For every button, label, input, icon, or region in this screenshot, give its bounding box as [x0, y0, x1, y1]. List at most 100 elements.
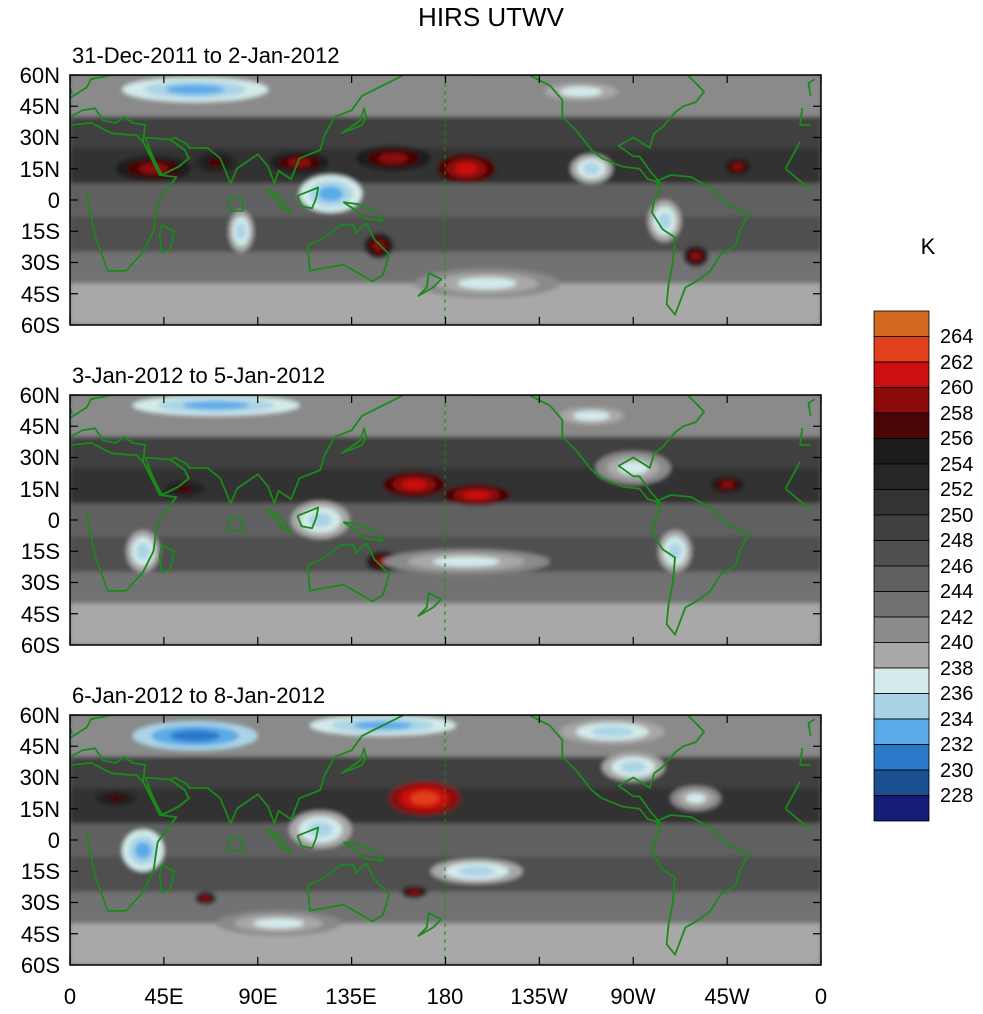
map-panel-1: 31-Dec-2011 to 2-Jan-2012 60N 45N 30N 15… [20, 43, 822, 338]
coastline-indonesia1 [267, 508, 292, 534]
panel-2-lat-labels: 60N 45N 30N 15N 0 15S 30S 45S 60S [20, 383, 60, 658]
lat-label-0: 0 [48, 508, 60, 533]
lat-label-60s: 60S [21, 953, 60, 978]
coastline-japan [340, 427, 368, 455]
lat-label-60n: 60N [20, 383, 60, 408]
coastline-borneo [296, 186, 320, 210]
lon-label-45w: 45W [704, 984, 749, 1009]
coastline-newguinea [342, 841, 384, 862]
colorbar-label-232: 232 [940, 734, 973, 756]
coastline-borneo [296, 506, 320, 530]
warm-feature [401, 479, 427, 490]
colorbar-swatch [873, 718, 930, 745]
colorbar-unit: K [921, 234, 936, 259]
lat-label-60n: 60N [20, 703, 60, 728]
coastline-africa [70, 442, 178, 592]
coastline-australia [306, 542, 391, 603]
moist-feature [236, 222, 247, 240]
lat-label-45n: 45N [20, 94, 60, 119]
moist-feature [583, 162, 600, 175]
lat-label-60n: 60N [20, 63, 60, 88]
panel-2-ticks [69, 394, 822, 646]
colorbar-label-264: 264 [940, 326, 973, 348]
coastline-indonesia1 [267, 188, 292, 214]
coastline-newguinea [342, 201, 384, 222]
warm-feature [107, 795, 125, 802]
moist-feature [308, 512, 333, 528]
coastline-indonesia1 [267, 828, 292, 854]
coastline-europe_asia [70, 75, 405, 185]
coastline-africa [784, 488, 812, 511]
colorbar-swatch [873, 336, 930, 363]
lat-label-60s: 60S [21, 313, 60, 338]
panel-3-lat-labels: 60N 45N 30N 15N 0 15S 30S 45S 60S [20, 703, 60, 978]
coastline-europe_asia [70, 395, 405, 505]
coastline-borneo [296, 826, 320, 850]
region-marker [227, 837, 244, 852]
lat-label-30n: 30N [20, 125, 60, 150]
lon-label-0: 0 [64, 984, 76, 1009]
coastline-europe_asia [799, 748, 804, 766]
moist-feature [136, 542, 150, 560]
coastline-japan [340, 747, 368, 775]
moist-feature [458, 866, 496, 877]
colorbar-label-250: 250 [940, 505, 973, 527]
colorbar-swatch [873, 616, 930, 643]
colorbar-label-244: 244 [940, 581, 973, 603]
colorbar-swatch [873, 438, 930, 465]
moist-feature [253, 918, 304, 929]
panel-1-ticks [69, 74, 822, 326]
moist-feature [182, 401, 250, 410]
panel-2-coastlines [70, 395, 816, 636]
lat-label-45n: 45N [20, 734, 60, 759]
lat-label-15s: 15S [21, 539, 60, 564]
colorbar-label-234: 234 [940, 709, 973, 731]
warm-feature [287, 158, 312, 167]
coastline-uk [807, 718, 816, 736]
lat-label-45s: 45S [21, 282, 60, 307]
lon-label-135w: 135W [510, 984, 568, 1009]
moist-feature [620, 761, 646, 773]
colorbar-swatch [873, 540, 930, 567]
colorbar-swatch [873, 744, 930, 771]
lat-label-15n: 15N [20, 477, 60, 502]
coastline-samerica [651, 174, 749, 316]
moist-feature [165, 84, 225, 95]
lat-label-15s: 15S [21, 859, 60, 884]
panel-1-field [70, 75, 821, 325]
panel-2-title: 3-Jan-2012 to 5-Jan-2012 [72, 363, 325, 388]
panel-3-field [70, 715, 821, 965]
colorbar-swatch [873, 514, 930, 541]
coastline-africa [70, 762, 178, 912]
colorbar-swatch [873, 463, 930, 490]
coastline-japan [340, 107, 368, 135]
coastline-samerica [651, 814, 749, 956]
colorbar-swatches [873, 310, 930, 822]
colorbar-label-240: 240 [940, 632, 973, 654]
colorbar-swatch [873, 795, 930, 822]
coastline-africa [784, 461, 801, 490]
lat-label-15s: 15S [21, 219, 60, 244]
panel-2-field [70, 395, 821, 645]
coastline-africa [784, 141, 801, 170]
moist-feature [432, 556, 500, 567]
lat-label-15n: 15N [20, 157, 60, 182]
lat-label-60s: 60S [21, 633, 60, 658]
lon-label-45e: 45E [144, 984, 183, 1009]
coastline-namerica [470, 715, 706, 825]
colorbar-swatch [873, 591, 930, 618]
colorbar-label-246: 246 [940, 556, 973, 578]
colorbar-label-252: 252 [940, 479, 973, 501]
coastline-australia [306, 862, 391, 923]
lat-label-0: 0 [48, 188, 60, 213]
panel-2-contours [70, 395, 821, 645]
panel-1-lat-labels: 60N 45N 30N 15N 0 15S 30S 45S 60S [20, 63, 60, 338]
colorbar-labels: 264 262 260 258 256 254 252 250 248 246 … [940, 326, 973, 807]
coastline-namerica [470, 395, 706, 505]
warm-feature [410, 791, 439, 805]
map-panel-3: 6-Jan-2012 to 8-Jan-2012 60N 45N 30N 15N… [20, 683, 822, 978]
lon-label-90w: 90W [610, 984, 655, 1009]
moist-feature [573, 410, 610, 421]
warm-feature [176, 485, 194, 493]
coastline-arabia_gulf [144, 776, 190, 816]
